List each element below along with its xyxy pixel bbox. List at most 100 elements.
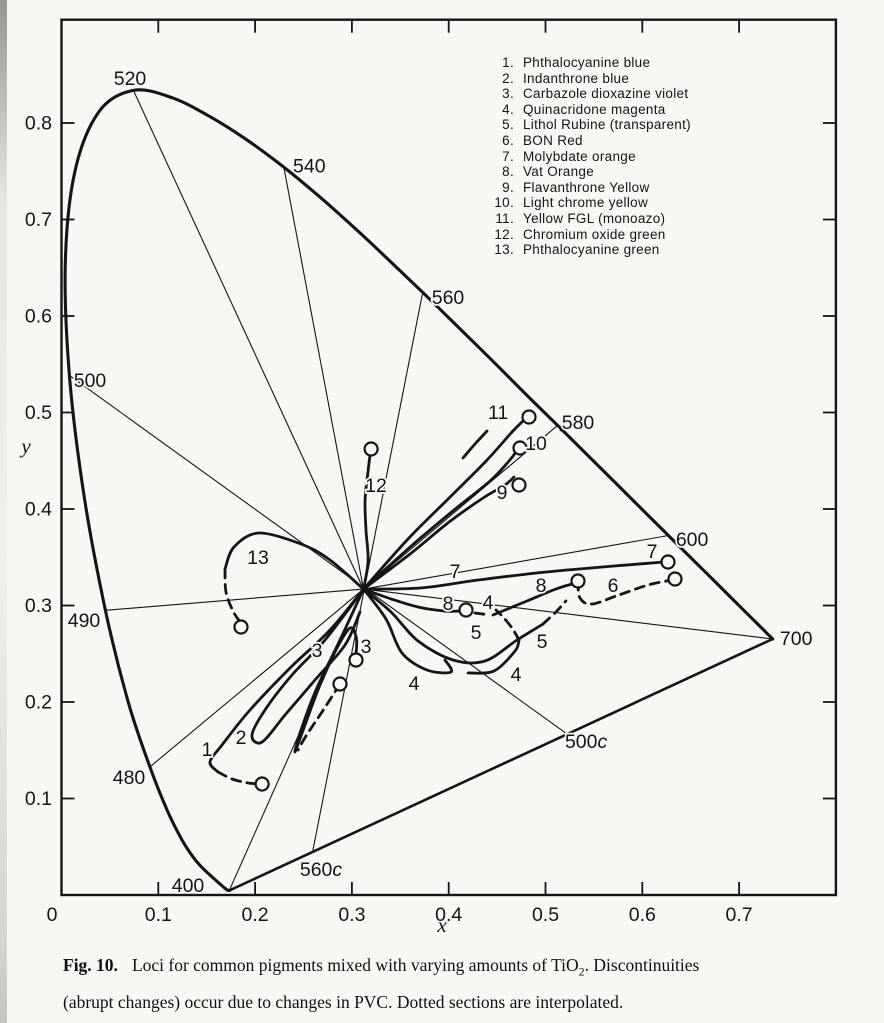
legend-item-label: Chromium oxide green — [523, 226, 666, 242]
x-tick-label: 0.5 — [532, 904, 559, 926]
wavelength-line-700 — [363, 588, 773, 640]
legend-item-label: Phthalocyanine green — [523, 242, 660, 258]
legend-item-1: 1. Phthalocyanine blue — [492, 55, 792, 71]
legend-item-label: Lithol Rubine (transparent) — [523, 117, 691, 133]
legend-item-8: 8. Vat Orange — [492, 164, 792, 180]
pigment-endpoint-circle-1 — [254, 776, 270, 792]
wavelength-line-600 — [363, 534, 669, 590]
legend-item-5: 5. Lithol Rubine (transparent) — [492, 117, 792, 133]
pigment-curve-13 — [223, 567, 243, 625]
pigment-label-4: 4 — [409, 673, 420, 695]
y-tick-label: 0.2 — [25, 692, 52, 714]
pigment-curve-11 — [362, 419, 525, 591]
pigment-curve-7 — [362, 560, 666, 591]
wavelength-line-500 — [69, 374, 568, 735]
legend-item-number: 5. — [502, 117, 514, 133]
x-tick-label: 0.6 — [629, 904, 656, 926]
legend-item-number: 1. — [502, 55, 514, 70]
caption-line1-post: . Discontinuities — [584, 955, 700, 975]
x-tick-label: 0.7 — [726, 904, 753, 926]
wavelength-label-490: 490 — [68, 610, 101, 632]
y-tick-label: 0.6 — [25, 306, 52, 328]
pigment-curve-8 — [491, 582, 574, 617]
legend-item-number: 11. — [495, 210, 514, 226]
wavelength-line-490 — [105, 588, 364, 611]
caption-subscript: 2 — [578, 964, 585, 979]
page-edge-shadow — [0, 0, 7, 1023]
pigment-curve-5 — [362, 587, 545, 665]
caption-line1-pre: Loci for common pigments mixed with vary… — [131, 955, 579, 975]
pigment-label-5: 5 — [471, 622, 482, 644]
x-tick-label: 0.1 — [145, 904, 172, 926]
legend-item-number: 12. — [494, 226, 514, 242]
wavelength-label-560c: 560c — [300, 859, 343, 881]
pigment-curve-3 — [293, 587, 365, 754]
legend-item-number: 2. — [502, 70, 514, 86]
y-tick-label: 0.3 — [25, 595, 52, 617]
legend-item-label: Phthalocyanine blue — [523, 55, 651, 70]
pigment-curve-8 — [362, 587, 462, 613]
pigment-curve-8 — [473, 611, 492, 617]
legend-item-label: Quinacridone magenta — [523, 101, 666, 117]
legend-item-number: 13. — [494, 242, 514, 258]
legend-item-12: 12. Chromium oxide green — [492, 227, 792, 243]
y-axis-label: y — [19, 434, 31, 458]
pigment-label-5: 5 — [537, 631, 548, 653]
legend-item-4: 4. Quinacridone magenta — [492, 102, 792, 118]
pigment-endpoint-circle-8 — [458, 602, 474, 618]
pigment-endpoint-circle-10 — [512, 440, 528, 456]
pigment-endpoint-circle-6 — [570, 573, 586, 589]
pigment-label-3: 3 — [361, 636, 372, 658]
pigment-label-8: 8 — [536, 575, 547, 597]
pigment-curve-12 — [362, 453, 372, 591]
wavelength-line-480 — [149, 588, 364, 768]
x-axis-label: x — [436, 913, 447, 937]
wavelength-label-480: 480 — [113, 767, 146, 789]
pigment-endpoint-circle-12 — [363, 441, 379, 457]
legend-item-6: 6. BON Red — [492, 133, 792, 149]
pigment-curve-4 — [494, 608, 521, 642]
pigment-label-9: 9 — [497, 482, 508, 504]
wavelength-label-560: 560 — [432, 287, 465, 309]
pigment-endpoint-circle-9 — [511, 477, 527, 493]
legend-item-13: 13. Phthalocyanine green — [492, 242, 792, 258]
legend-item-7: 7. Molybdate orange — [492, 149, 792, 165]
pigment-label-8: 8 — [443, 593, 454, 615]
legend-item-label: Vat Orange — [523, 164, 595, 180]
legend-item-label: Indanthrone blue — [523, 70, 630, 86]
pigment-label-7: 7 — [647, 541, 658, 563]
pigment-endpoint-circle-7 — [660, 554, 676, 570]
legend-item-2: 2. Indanthrone blue — [492, 71, 792, 87]
x-tick-label: 0.3 — [338, 904, 365, 926]
pigment-endpoint-circle-11 — [521, 409, 537, 425]
pigment-curve-11 — [461, 429, 489, 460]
pigment-curve-5 — [541, 599, 568, 626]
x-tick-label: 0.2 — [242, 904, 269, 926]
pigment-label-4: 4 — [511, 664, 522, 686]
wavelength-line-540 — [283, 166, 365, 590]
pigment-curve-10 — [362, 450, 518, 591]
x-tick-label: 0.4 — [435, 904, 462, 926]
wavelength-label-700: 700 — [780, 628, 813, 650]
legend-item-number: 6. — [502, 132, 514, 148]
wavelength-label-520: 520 — [114, 68, 147, 90]
pigment-endpoint-circle-3 — [348, 652, 364, 668]
pigment-label-3: 3 — [312, 640, 323, 662]
pigment-label-6: 6 — [608, 575, 619, 597]
pigment-label-12: 12 — [365, 475, 387, 497]
legend-item-label: Carbazole dioxazine violet — [523, 86, 689, 102]
legend-item-label: Light chrome yellow — [523, 195, 649, 211]
legend-item-label: Molybdate orange — [523, 148, 636, 164]
pigment-endpoint-circle-13 — [233, 619, 249, 635]
wavelength-label-540: 540 — [293, 156, 326, 178]
y-tick-label: 0.8 — [25, 113, 52, 135]
wavelength-label-580: 580 — [562, 412, 595, 434]
pigment-endpoint-circle-6 — [667, 571, 683, 587]
pigment-label-1: 1 — [202, 739, 213, 761]
pigment-label-4: 4 — [483, 592, 494, 614]
pigment-legend: 1. Phthalocyanine blue 2. Indanthrone blue 3… — [492, 55, 792, 258]
legend-item-3: 3. Carbazole dioxazine violet — [492, 86, 792, 102]
figure-number: Fig. 10. — [63, 955, 118, 975]
legend-item-number: 3. — [502, 86, 514, 102]
